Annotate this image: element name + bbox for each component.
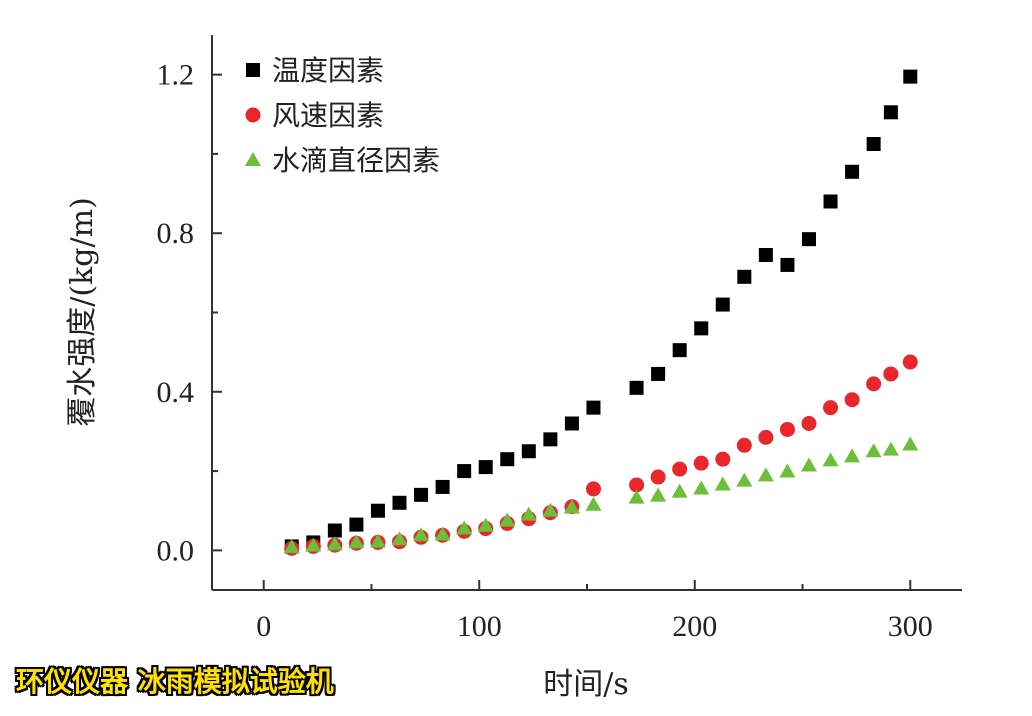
data-point-circle [672,461,688,477]
data-point-triangle [369,533,386,548]
x-tick-label: 300 [888,610,933,643]
y-tick-label: 0.8 [157,217,195,250]
data-point-triangle [434,526,451,541]
x-tick-label: 100 [457,610,502,643]
data-point-square [715,297,730,312]
data-point-square [737,269,752,284]
legend-label: 温度因素 [272,54,384,87]
data-point-square [414,487,429,502]
data-point-circle [758,429,774,445]
data-point-triangle [844,448,861,463]
data-point-square [500,452,515,467]
y-axis-label: 覆水强度/(kg/m) [65,197,100,426]
data-point-square [866,137,881,152]
data-point-square [823,194,838,209]
data-point-triangle [499,512,516,527]
data-point-triangle [865,443,882,458]
data-point-square [883,105,898,120]
data-point-circle [585,481,601,497]
data-point-triangle [413,527,430,542]
data-point-triangle [693,480,710,495]
data-point-triangle [348,534,365,549]
data-point-triangle [585,496,602,511]
data-point-triangle [563,499,580,514]
data-point-circle [844,392,860,408]
data-point-circle [779,421,795,437]
data-point-triangle [456,520,473,535]
y-tick-label: 0.4 [157,376,195,409]
x-tick-label: 0 [256,610,271,643]
data-point-triangle [650,487,667,502]
data-point-circle [650,469,666,485]
data-point-square [694,321,709,336]
legend-label: 水滴直径因素 [272,144,440,177]
data-point-triangle [283,539,300,554]
data-point-circle [693,455,709,471]
x-tick-label: 200 [672,610,717,643]
y-tick-label: 0.0 [157,534,195,567]
data-point-square [564,416,579,431]
data-point-square [629,380,644,395]
data-point-triangle [882,441,899,456]
data-point-triangle [736,472,753,487]
legend-marker-triangle [245,152,261,166]
data-point-square [801,232,816,247]
data-point-square [758,248,773,263]
data-point-square [651,366,666,381]
data-point-triangle [542,502,559,517]
data-point-triangle [800,457,817,472]
data-point-square [392,495,407,510]
data-point-square [672,343,687,358]
data-point-square [435,479,450,494]
data-point-square [457,464,472,479]
data-point-triangle [671,483,688,498]
data-point-triangle [757,467,774,482]
data-point-triangle [628,489,645,504]
data-point-circle [715,451,731,467]
data-point-circle [866,376,882,392]
legend-label: 风速因素 [272,99,384,132]
data-point-triangle [714,476,731,491]
data-point-square [543,432,558,447]
data-point-square [780,257,795,272]
data-point-square [845,164,860,179]
data-point-square [903,69,918,84]
data-point-triangle [520,506,537,521]
data-point-triangle [822,452,839,467]
legend-marker-square [246,63,260,77]
data-point-circle [823,400,839,416]
data-point-square [327,523,342,538]
data-point-triangle [779,463,796,478]
data-point-circle [801,416,817,431]
data-point-triangle [391,531,408,546]
data-point-triangle [305,537,322,552]
data-point-square [370,503,385,518]
data-point-circle [883,366,899,382]
data-point-square [586,400,601,415]
data-point-square [521,444,536,459]
y-tick-label: 1.2 [157,59,195,92]
data-point-circle [736,437,752,453]
data-point-circle [629,477,645,493]
data-point-circle [902,354,918,370]
data-point-triangle [326,536,343,551]
data-point-triangle [902,436,919,451]
data-point-triangle [477,517,494,532]
legend-marker-circle [245,107,261,123]
data-point-square [478,460,493,475]
watermark: 环仪仪器 冰雨模拟试验机 [16,665,334,698]
data-point-square [349,517,364,532]
x-axis-label: 时间/s [543,667,629,702]
